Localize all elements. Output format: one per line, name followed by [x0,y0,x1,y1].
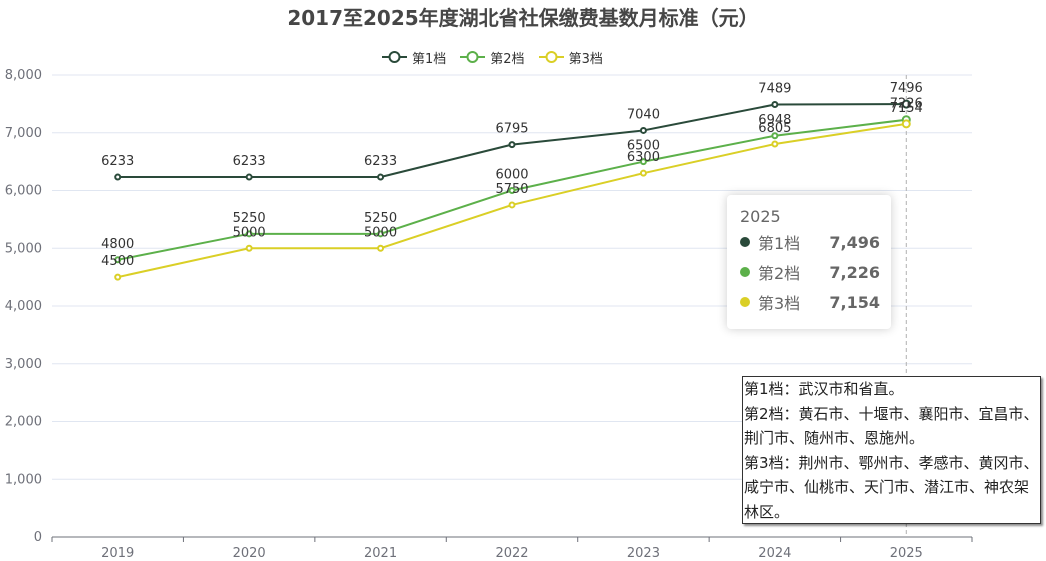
data-label: 4500 [101,254,134,269]
legend-label: 第2档 [490,51,525,67]
series-marker-icon [740,267,750,277]
data-point [377,230,385,238]
data-point [114,173,122,181]
data-point [245,173,253,181]
series-marker-icon [740,237,750,247]
data-label: 7496 [890,81,923,96]
x-tick-label: 2021 [364,546,397,561]
data-label: 6300 [627,150,660,165]
data-label: 6805 [758,121,791,136]
tooltip-series-name: 第3档 [758,294,801,313]
data-point [639,126,647,134]
x-tick-label: 2023 [627,546,660,561]
note-line: 第2档：黄石市、十堰市、襄阳市、宜昌市、荆门市、随州市、恩施州。 [744,404,1039,448]
y-tick-label: 6,000 [5,184,42,199]
data-point [508,201,516,209]
x-tick-label: 2022 [495,546,528,561]
series-marker-icon [740,297,750,307]
y-tick-label: 7,000 [5,126,42,141]
data-label: 4800 [101,237,134,252]
data-point [114,256,122,264]
data-point [771,101,779,109]
note-line: 第3档：荆州市、鄂州市、孝感市、黄冈市、咸宁市、仙桃市、天门市、潜江市、神农架林… [744,453,1039,521]
x-tick-label: 2020 [233,546,266,561]
data-label: 6233 [233,154,266,169]
data-label: 5250 [233,211,266,226]
tooltip-row: 第3档 7,154 [740,291,880,313]
data-label: 6795 [495,122,528,137]
data-point [771,140,779,148]
y-tick-label: 5,000 [5,241,42,256]
legend-line-icon [538,51,564,63]
y-tick-label: 2,000 [5,415,42,430]
tooltip-header: 2025 [740,207,781,226]
data-point [377,173,385,181]
data-point [377,244,385,252]
y-tick-label: 1,000 [5,472,42,487]
data-label: 5750 [495,182,528,197]
y-tick-label: 0 [34,530,42,545]
data-point [508,187,516,194]
data-point [508,141,516,149]
data-label: 6948 [758,113,791,128]
data-label: 7489 [758,82,791,97]
legend-label: 第1档 [412,51,447,67]
data-point [901,119,911,129]
tooltip-series-value: 7,226 [829,262,880,282]
legend-item[interactable]: 第3档 [538,48,603,67]
data-point [114,273,122,281]
tooltip-series-name: 第2档 [758,264,801,283]
tooltip-row: 第2档 7,226 [740,261,880,283]
data-point [639,158,647,166]
data-label: 6000 [495,168,528,183]
data-label: 7040 [627,107,660,122]
chart-title: 2017至2025年度湖北省社保缴费基数月标准（元） [287,6,759,30]
legend-item[interactable]: 第1档 [382,48,446,67]
data-label: 6233 [364,154,397,169]
legend: 第1档 第2档 第3档 [382,46,617,68]
data-label: 5000 [233,225,266,240]
tooltip-series-name: 第1档 [758,234,801,253]
data-point [901,99,911,109]
legend-item[interactable]: 第2档 [460,48,525,67]
data-label: 5000 [364,225,397,240]
y-tick-label: 8,000 [5,68,42,83]
x-tick-label: 2024 [758,546,791,561]
data-label: 6233 [101,154,134,169]
data-point [245,244,253,252]
legend-line-icon [382,51,407,63]
data-label: 7226 [890,97,923,112]
data-label: 6500 [627,139,660,154]
x-tick-label: 2019 [101,546,134,561]
tooltip-row: 第1档 7,496 [740,231,880,253]
legend-label: 第3档 [568,51,603,67]
data-point [245,230,253,238]
tooltip-series-value: 7,154 [829,292,880,312]
x-tick-label: 2025 [890,546,923,561]
data-label: 7154 [890,101,923,116]
legend-line-icon [460,51,486,63]
tooltip-series-value: 7,496 [829,232,880,252]
tooltip: 2025 第1档 7,496 第2档 7,226 第3档 7,154 [727,195,891,329]
y-tick-label: 3,000 [5,357,42,372]
data-point [639,169,647,177]
data-label: 5250 [364,211,397,226]
note-line: 第1档：武汉市和省直。 [744,380,904,398]
tier-note-box: 第1档：武汉市和省直。 第2档：黄石市、十堰市、襄阳市、宜昌市、荆门市、随州市、… [742,376,1041,524]
data-point [771,132,779,140]
y-tick-label: 4,000 [5,299,42,314]
